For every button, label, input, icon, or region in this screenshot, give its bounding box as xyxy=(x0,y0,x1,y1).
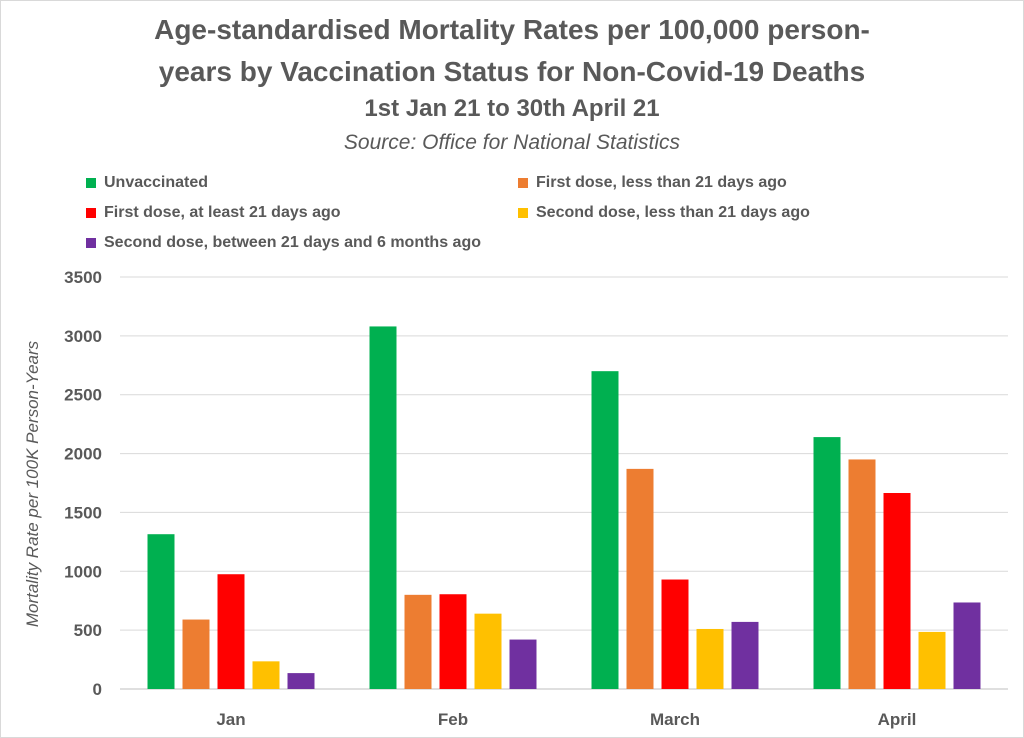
bar-feb-series-3 xyxy=(474,613,502,689)
y-axis-title: Mortality Rate per 100K Person-Years xyxy=(23,340,42,627)
bar-march-series-0 xyxy=(591,371,619,689)
legend-swatch-second-dose-recent xyxy=(518,208,528,218)
y-axis-tick-labels: 0 500 1000 1500 2000 2500 3000 3500 xyxy=(64,268,102,699)
legend-item-second-dose-21d-6m: Second dose, between 21 days and 6 month… xyxy=(86,234,481,252)
x-category-label: April xyxy=(878,710,917,729)
x-category-label: Jan xyxy=(216,710,245,729)
bar-feb-series-2 xyxy=(439,594,467,689)
legend-label-first-dose-21plus: First dose, at least 21 days ago xyxy=(104,204,341,221)
y-tick-label: 3500 xyxy=(64,268,102,287)
chart-title-line-2: years by Vaccination Status for Non-Covi… xyxy=(158,56,866,87)
bar-march-series-4 xyxy=(731,621,759,689)
legend-item-second-dose-recent: Second dose, less than 21 days ago xyxy=(518,204,810,222)
y-tick-label: 1500 xyxy=(64,503,102,522)
bar-feb-series-0 xyxy=(369,326,397,689)
chart-subtitle: 1st Jan 21 to 30th April 21 xyxy=(364,95,660,122)
bar-april-series-4 xyxy=(953,602,981,689)
bar-jan-series-2 xyxy=(217,574,245,689)
bar-jan-series-4 xyxy=(287,673,315,689)
bar-feb-series-4 xyxy=(509,639,537,689)
legend-swatch-unvaccinated xyxy=(86,178,96,188)
legend-label-second-dose-21d-6m: Second dose, between 21 days and 6 month… xyxy=(104,234,481,251)
legend-item-first-dose-21plus: First dose, at least 21 days ago xyxy=(86,204,341,222)
bar-march-series-3 xyxy=(696,628,724,689)
bar-april-series-1 xyxy=(848,459,876,689)
bars xyxy=(147,326,981,689)
y-tick-label: 2000 xyxy=(64,445,102,464)
bar-april-series-2 xyxy=(883,493,911,689)
y-tick-label: 500 xyxy=(74,621,102,640)
x-category-label: March xyxy=(650,710,700,729)
bar-feb-series-1 xyxy=(404,594,432,689)
legend-swatch-first-dose-recent xyxy=(518,178,528,188)
y-tick-label: 2500 xyxy=(64,386,102,405)
legend-item-first-dose-recent: First dose, less than 21 days ago xyxy=(518,174,787,192)
y-tick-label: 3000 xyxy=(64,327,102,346)
x-axis-category-labels: Jan Feb March April xyxy=(216,710,916,729)
x-category-label: Feb xyxy=(438,710,468,729)
bar-march-series-1 xyxy=(626,468,654,689)
bar-jan-series-0 xyxy=(147,534,175,689)
bar-jan-series-3 xyxy=(252,661,280,689)
legend-label-unvaccinated: Unvaccinated xyxy=(104,174,209,191)
legend-label-first-dose-recent: First dose, less than 21 days ago xyxy=(536,174,787,191)
bar-april-series-3 xyxy=(918,631,946,689)
y-tick-label: 0 xyxy=(93,680,102,699)
bar-jan-series-1 xyxy=(182,619,210,689)
chart-title-line-1: Age-standardised Mortality Rates per 100… xyxy=(154,14,870,45)
legend-swatch-second-dose-21d-6m xyxy=(86,238,96,248)
chart-source: Source: Office for National Statistics xyxy=(343,131,681,154)
legend-item-unvaccinated: Unvaccinated xyxy=(86,174,208,192)
bar-april-series-0 xyxy=(813,437,841,689)
bar-march-series-2 xyxy=(661,579,689,689)
legend-swatch-first-dose-21plus xyxy=(86,208,96,218)
legend-label-second-dose-recent: Second dose, less than 21 days ago xyxy=(536,204,810,221)
y-tick-label: 1000 xyxy=(64,562,102,581)
